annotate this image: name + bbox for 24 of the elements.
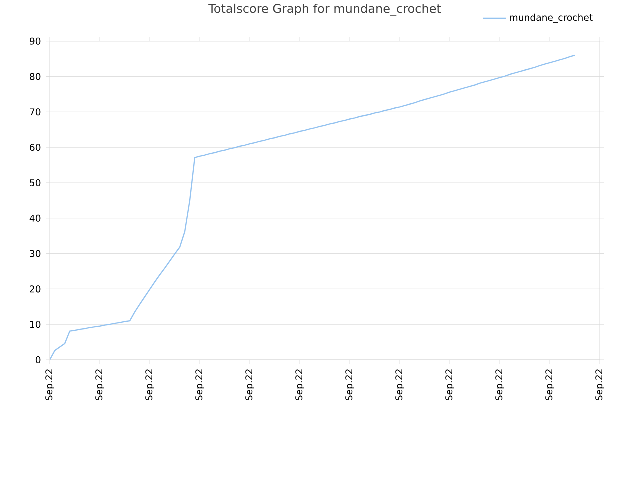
y-tick-label: 60 [30,144,41,152]
x-tick-label: Sep.22 [46,370,54,401]
y-tick-label: 0 [36,356,41,364]
legend-label: mundane_crochet [510,14,593,24]
x-tick-label: Sep.22 [246,370,254,401]
x-tick-label: Sep.22 [296,370,304,401]
x-tick-label: Sep.22 [96,370,104,401]
x-tick-label: Sep.22 [596,370,604,401]
x-tick-label: Sep.22 [396,370,404,401]
x-tick-label: Sep.22 [446,370,454,401]
y-tick-label: 30 [30,250,41,258]
y-tick-label: 50 [30,179,41,186]
x-tick-label: Sep.22 [146,370,154,401]
chart-title: Totalscore Graph for mundane_crochet [208,4,442,16]
x-tick-label: Sep.22 [196,370,204,401]
y-tick-label: 40 [30,214,41,222]
y-tick-label: 20 [30,286,41,293]
x-tick-label: Sep.22 [546,370,554,401]
y-tick-label: 90 [30,38,41,45]
y-tick-label: 80 [30,73,41,80]
x-tick-label: Sep.22 [496,370,504,401]
y-tick-label: 70 [30,108,41,116]
x-tick-label: Sep.22 [346,370,354,401]
y-tick-label: 10 [30,321,41,328]
